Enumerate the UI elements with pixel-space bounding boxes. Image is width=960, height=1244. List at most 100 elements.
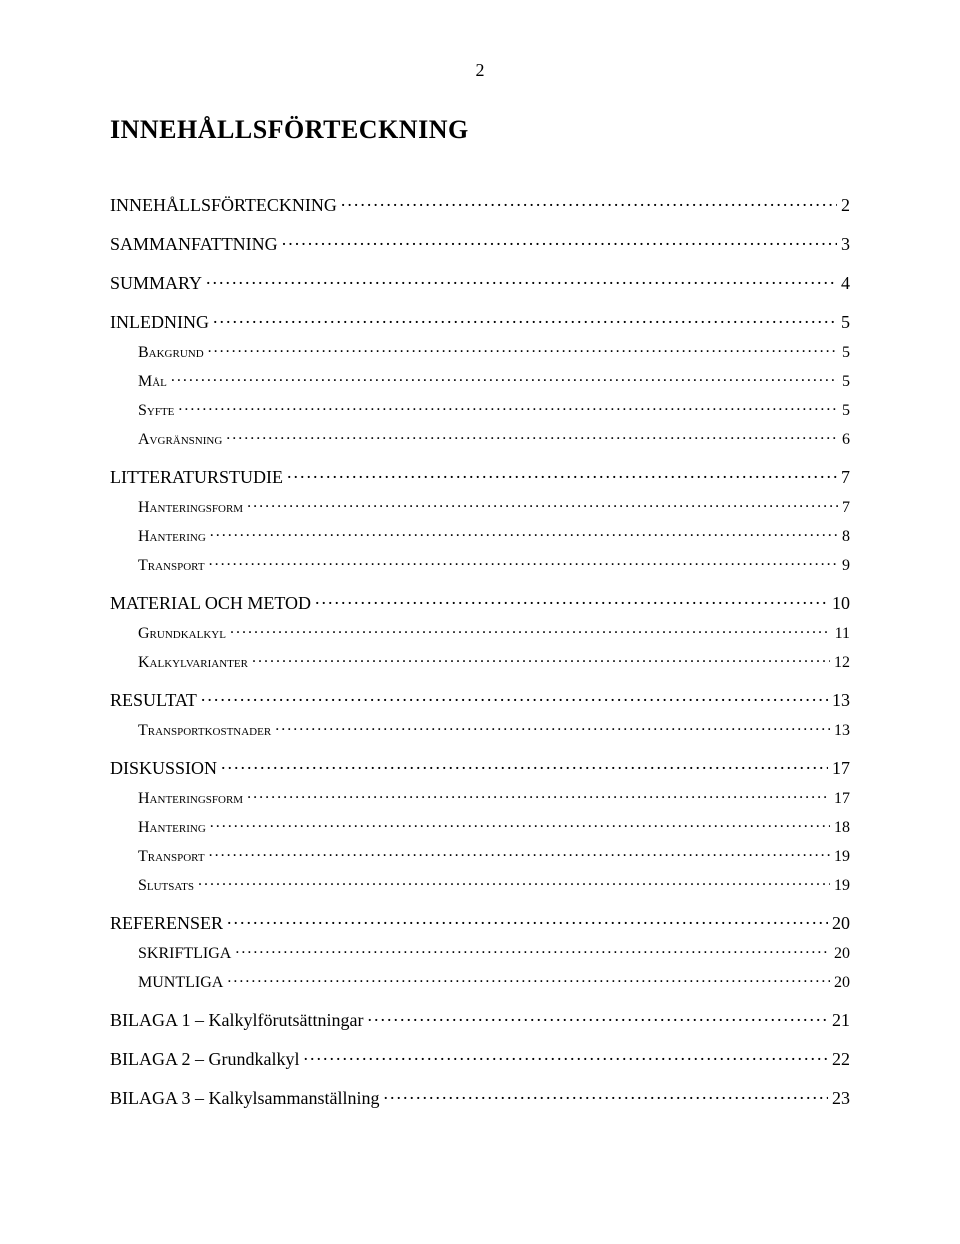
toc-entry-label: MUNTLIGA [138, 974, 223, 992]
toc-leader-dots [171, 370, 838, 386]
toc-entry-label: MATERIAL OCH METOD [110, 593, 311, 614]
toc-leader-dots [275, 719, 830, 735]
toc-entry-page: 5 [842, 373, 850, 391]
toc-entry-page: 20 [832, 913, 850, 934]
toc-entry: SUMMARY 4 [110, 271, 850, 294]
toc-entry-page: 5 [842, 344, 850, 362]
toc-entry-label: BILAGA 3 – Kalkylsammanställning [110, 1088, 379, 1109]
toc-entry: Hanteringsform 7 [138, 496, 850, 517]
toc-entry-page: 13 [834, 722, 850, 740]
toc-entry-page: 4 [841, 273, 850, 294]
toc-entry-label: Transport [138, 557, 205, 575]
toc-leader-dots [210, 816, 830, 832]
toc-entry-label: SUMMARY [110, 273, 202, 294]
toc-leader-dots [213, 310, 837, 328]
toc-entry-page: 21 [832, 1010, 850, 1031]
toc-entry-page: 19 [834, 877, 850, 895]
toc-entry: Avgränsning6 [138, 428, 850, 449]
toc-entry-page: 7 [842, 499, 850, 517]
toc-entry: SKRIFTLIGA 20 [138, 942, 850, 963]
toc-entry: Grundkalkyl11 [138, 622, 850, 643]
toc-leader-dots [247, 496, 838, 512]
toc-entry: INLEDNING5 [110, 310, 850, 333]
toc-entry: DISKUSSION 17 [110, 756, 850, 779]
toc-entry: MATERIAL OCH METOD 10 [110, 591, 850, 614]
toc-entry-label: RESULTAT [110, 690, 197, 711]
toc-entry-label: BILAGA 1 – Kalkylförutsättningar [110, 1010, 363, 1031]
toc-leader-dots [209, 845, 830, 861]
toc-entry: Syfte5 [138, 399, 850, 420]
toc-entry-label: BILAGA 2 – Grundkalkyl [110, 1049, 299, 1070]
toc-entry-label: Hanteringsform [138, 499, 243, 517]
toc-leader-dots [341, 193, 837, 211]
toc-entry-page: 8 [842, 528, 850, 546]
toc-entry-label: Hantering [138, 819, 206, 837]
toc-entry-page: 17 [832, 758, 850, 779]
toc-entry-page: 9 [842, 557, 850, 575]
toc-entry-page: 11 [835, 625, 850, 643]
toc-leader-dots [230, 622, 831, 638]
toc-entry-label: Mål [138, 373, 167, 391]
toc-entry-page: 13 [832, 690, 850, 711]
toc-entry-page: 7 [841, 467, 850, 488]
toc-entry-label: Kalkylvarianter [138, 654, 248, 672]
toc-entry: Hantering8 [138, 525, 850, 546]
toc-leader-dots [252, 651, 830, 667]
toc-entry-label: DISKUSSION [110, 758, 217, 779]
toc-leader-dots [210, 525, 838, 541]
toc-entry-label: REFERENSER [110, 913, 223, 934]
toc-entry: Hanteringsform 17 [138, 787, 850, 808]
document-page: 2 INNEHÅLLSFÖRTECKNING INNEHÅLLSFÖRTECKN… [0, 0, 960, 1244]
toc-leader-dots [367, 1008, 828, 1026]
toc-leader-dots [209, 554, 838, 570]
toc-entry-label: LITTERATURSTUDIE [110, 467, 283, 488]
toc-entry: Transportkostnader 13 [138, 719, 850, 740]
toc-entry: LITTERATURSTUDIE 7 [110, 465, 850, 488]
toc-entry-label: Syfte [138, 402, 174, 420]
toc-leader-dots [315, 591, 828, 609]
toc-entry: SAMMANFATTNING 3 [110, 232, 850, 255]
toc-entry-page: 3 [841, 234, 850, 255]
page-title: INNEHÅLLSFÖRTECKNING [110, 115, 850, 145]
toc-leader-dots [226, 428, 838, 444]
toc-entry: Kalkylvarianter 12 [138, 651, 850, 672]
toc-leader-dots [383, 1086, 828, 1104]
toc-entry: Transport 19 [138, 845, 850, 866]
toc-entry-label: Hanteringsform [138, 790, 243, 808]
toc-leader-dots [227, 971, 830, 987]
toc-entry-page: 12 [834, 654, 850, 672]
toc-leader-dots [208, 341, 838, 357]
table-of-contents: INNEHÅLLSFÖRTECKNING 2 SAMMANFATTNING 3 SUMM… [110, 193, 850, 1109]
toc-entry-label: Transport [138, 848, 205, 866]
toc-entry-page: 18 [834, 819, 850, 837]
toc-leader-dots [227, 911, 828, 929]
toc-leader-dots [178, 399, 838, 415]
toc-entry-label: SAMMANFATTNING [110, 234, 278, 255]
toc-entry-page: 6 [842, 431, 850, 449]
toc-entry: REFERENSER 20 [110, 911, 850, 934]
toc-entry-label: Transportkostnader [138, 722, 271, 740]
toc-leader-dots [303, 1047, 828, 1065]
toc-entry: BILAGA 1 – Kalkylförutsättningar 21 [110, 1008, 850, 1031]
toc-entry-page: 2 [841, 195, 850, 216]
toc-entry: Bakgrund 5 [138, 341, 850, 362]
toc-leader-dots [198, 874, 830, 890]
toc-entry-page: 17 [834, 790, 850, 808]
toc-entry-page: 19 [834, 848, 850, 866]
toc-entry-page: 10 [832, 593, 850, 614]
toc-entry-page: 20 [834, 945, 850, 963]
toc-leader-dots [282, 232, 837, 250]
toc-leader-dots [221, 756, 828, 774]
toc-leader-dots [235, 942, 830, 958]
toc-entry: BILAGA 3 – Kalkylsammanställning23 [110, 1086, 850, 1109]
toc-entry-label: Bakgrund [138, 344, 204, 362]
toc-leader-dots [247, 787, 830, 803]
toc-entry: Mål 5 [138, 370, 850, 391]
toc-entry-label: INLEDNING [110, 312, 209, 333]
toc-leader-dots [201, 688, 828, 706]
toc-entry: Transport 9 [138, 554, 850, 575]
toc-entry-label: SKRIFTLIGA [138, 945, 231, 963]
toc-entry-page: 20 [834, 974, 850, 992]
toc-entry-label: INNEHÅLLSFÖRTECKNING [110, 195, 337, 216]
toc-entry: Hantering 18 [138, 816, 850, 837]
